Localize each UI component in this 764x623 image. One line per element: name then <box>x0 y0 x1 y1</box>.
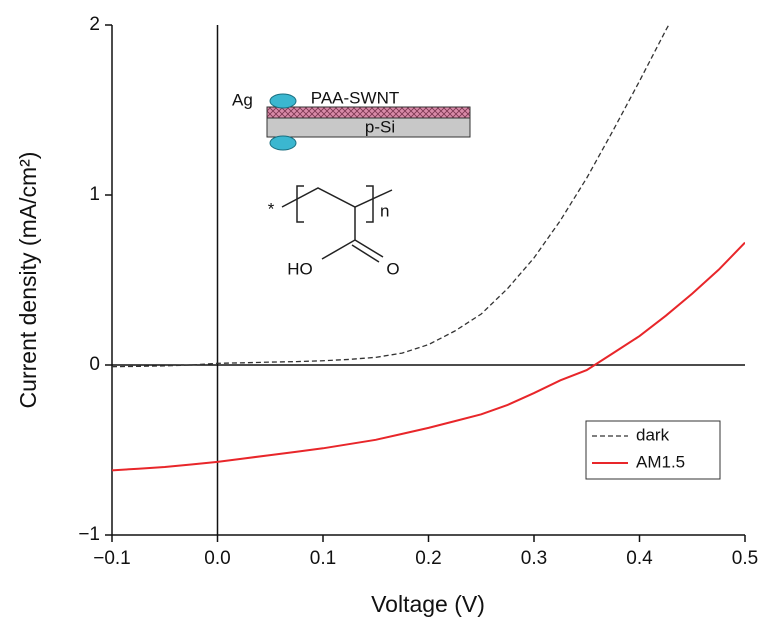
x-tick-label: 0.2 <box>415 548 441 569</box>
annotation: HO <box>287 259 313 278</box>
inset-diagram <box>266 93 471 263</box>
y-tick-label: 2 <box>89 14 100 35</box>
annotation: * <box>268 199 275 218</box>
annotation: n <box>380 201 389 220</box>
annotation: O <box>386 259 399 278</box>
series-line <box>112 25 670 368</box>
legend-label: AM1.5 <box>636 452 685 471</box>
legend-box <box>585 420 721 480</box>
series-line <box>112 241 745 472</box>
x-tick-label: 0.4 <box>626 548 653 569</box>
x-tick-label: 0.3 <box>521 548 547 569</box>
x-tick-label: 0.5 <box>732 548 758 569</box>
annotation: p-Si <box>365 117 395 136</box>
annotation: PAA-SWNT <box>311 88 399 107</box>
y-tick-label: 1 <box>89 184 100 205</box>
plot-area <box>112 25 745 472</box>
x-tick-label: 0.1 <box>310 548 336 569</box>
annotation: Ag <box>232 90 253 109</box>
y-axis-label: Current density (mA/cm²) <box>15 152 41 409</box>
legend-label: dark <box>636 425 670 444</box>
x-tick-label: 0.0 <box>204 548 230 569</box>
x-tick-label: −0.1 <box>93 548 131 569</box>
y-tick-label: 0 <box>89 354 100 375</box>
x-axis-label: Voltage (V) <box>371 591 485 617</box>
y-tick-label: −1 <box>78 524 100 545</box>
